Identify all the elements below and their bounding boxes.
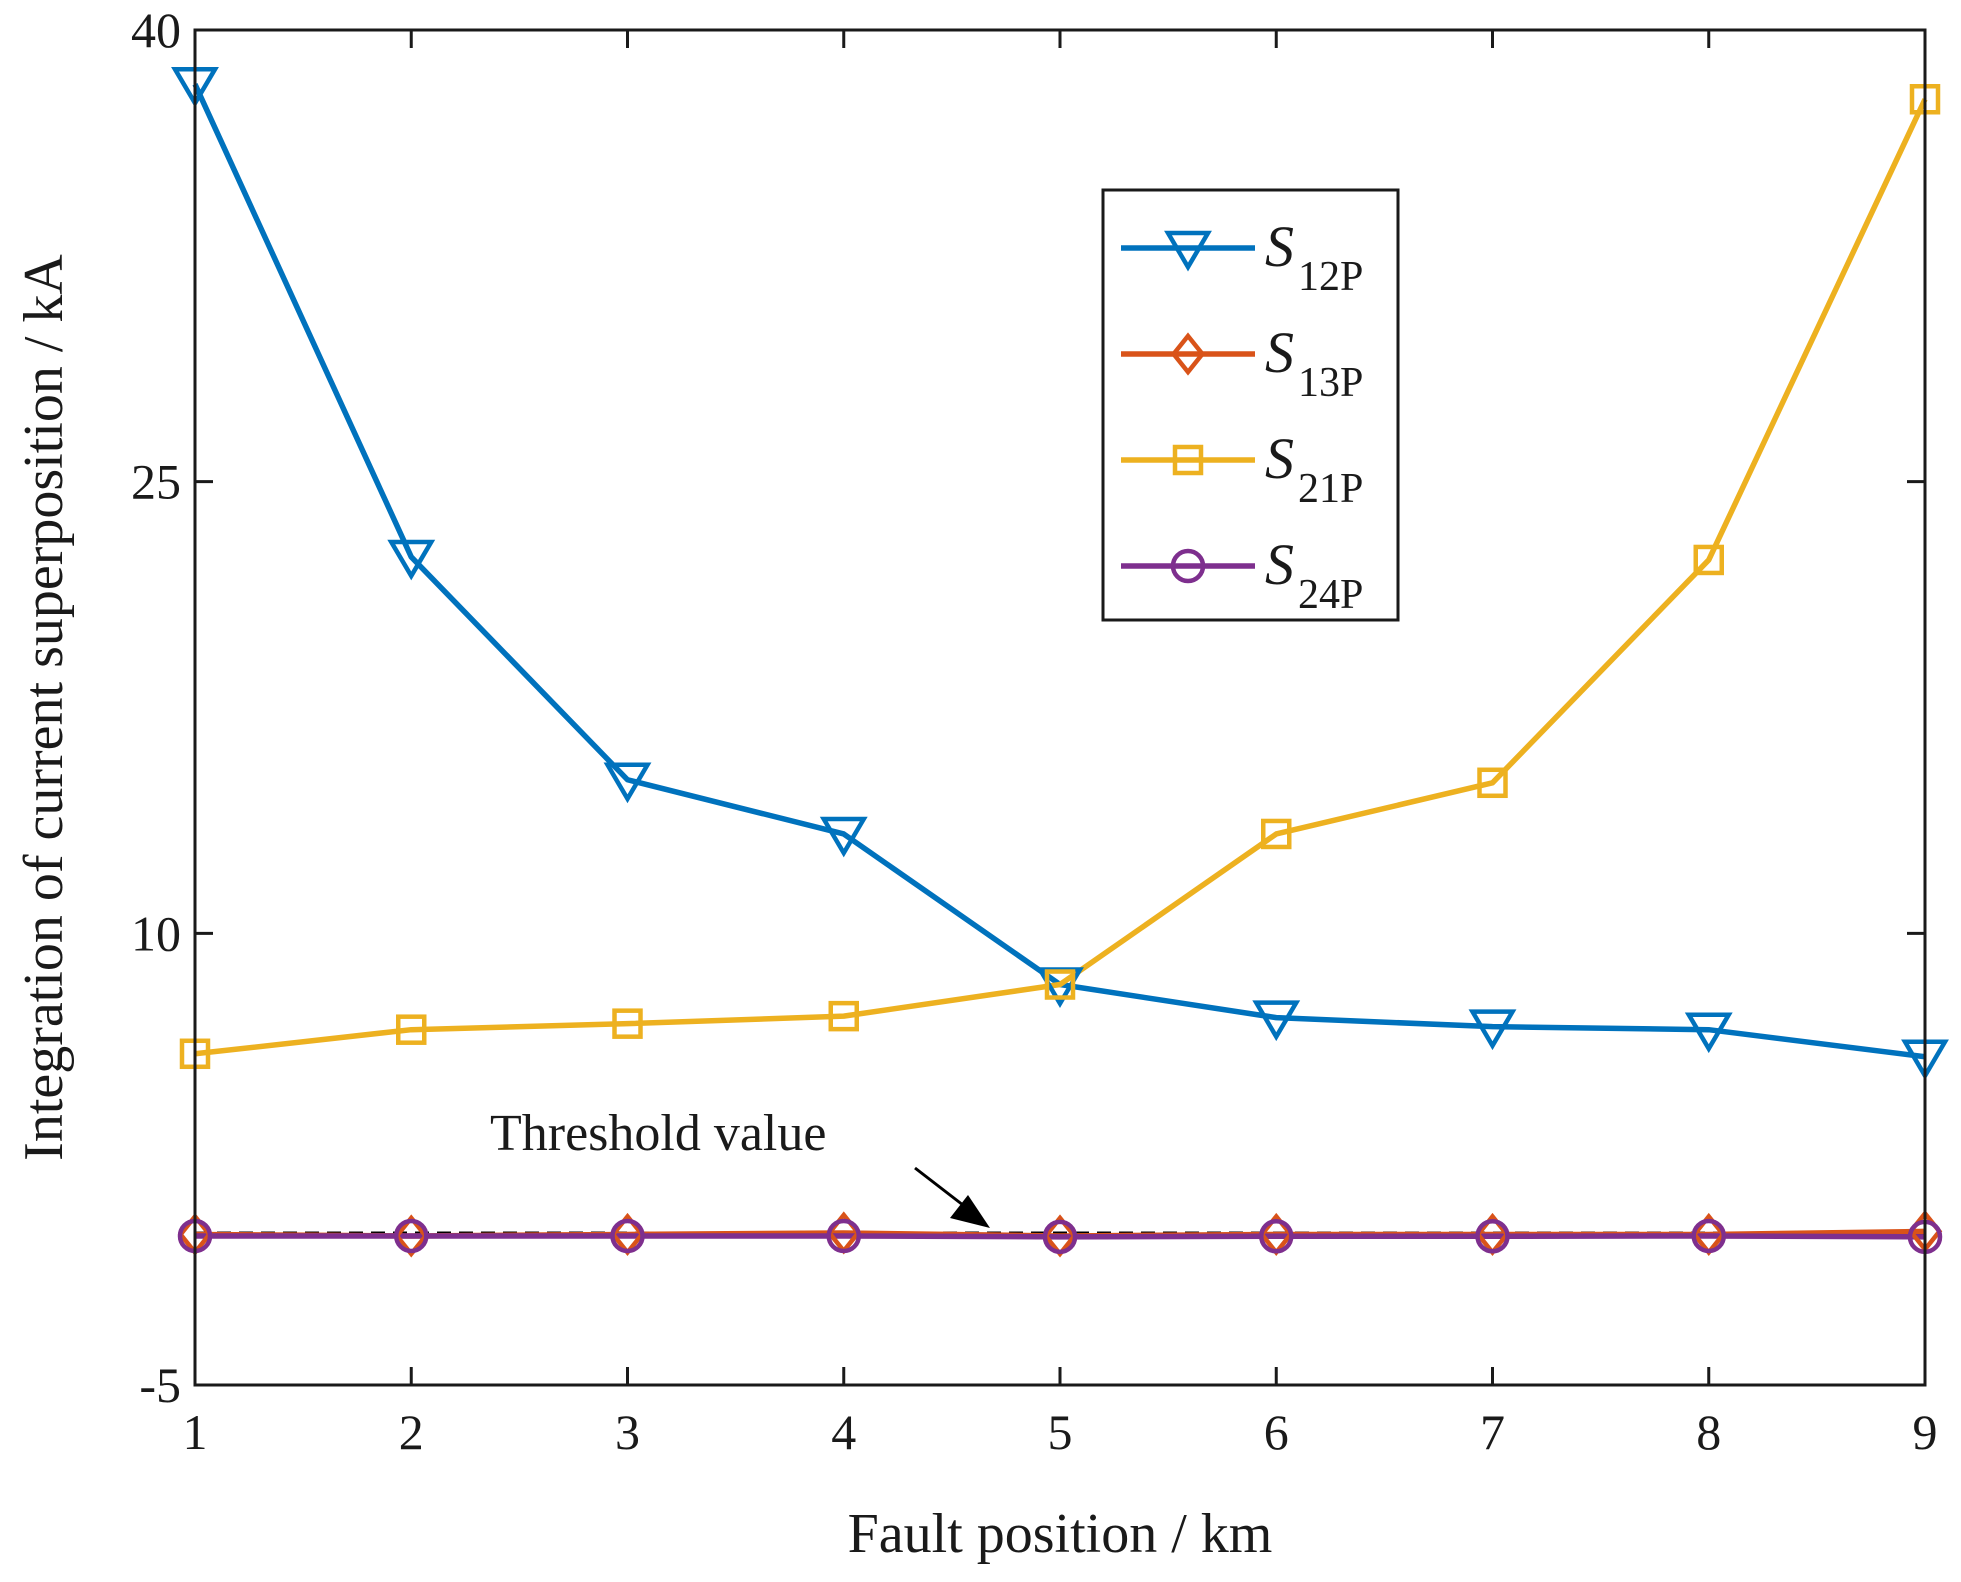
y-tick-label: 25 bbox=[131, 454, 181, 510]
threshold-annotation: Threshold value bbox=[490, 1105, 826, 1162]
data-point-21p bbox=[1693, 544, 1724, 576]
legend-box bbox=[1101, 188, 1400, 622]
x-tick-label: 8 bbox=[1696, 1404, 1721, 1460]
x-tick-label: 5 bbox=[1048, 1404, 1073, 1460]
axis-ticks bbox=[193, 28, 1927, 1387]
y-tick-label: 10 bbox=[131, 905, 181, 961]
legend-marker-13p bbox=[1170, 332, 1206, 376]
data-point-24p bbox=[1691, 1218, 1726, 1254]
y-axis-label: Integration of current superposition / k… bbox=[13, 254, 75, 1161]
data-point-24p bbox=[1259, 1219, 1294, 1254]
x-tick-label: 4 bbox=[831, 1404, 856, 1460]
data-point-21p bbox=[1261, 818, 1292, 850]
data-point-24p bbox=[1475, 1219, 1510, 1254]
y-tick-label: 40 bbox=[131, 2, 181, 58]
threshold-arrow bbox=[914, 1166, 990, 1228]
x-tick-label: 9 bbox=[1913, 1404, 1938, 1460]
legend-subscript: 13P bbox=[1298, 360, 1363, 406]
data-point-12p bbox=[1252, 1000, 1301, 1042]
x-tick-label: 3 bbox=[615, 1404, 640, 1460]
arrow-head bbox=[950, 1195, 990, 1228]
x-tick-label: 2 bbox=[399, 1404, 424, 1460]
data-point-21p bbox=[1477, 767, 1508, 799]
data-point-24p bbox=[394, 1218, 429, 1254]
data-point-12p bbox=[819, 816, 868, 858]
data-point-12p bbox=[1468, 1009, 1517, 1051]
legend-marker-21p bbox=[1172, 444, 1204, 476]
series-line-21p bbox=[194, 98, 1928, 1057]
x-tick-label: 1 bbox=[183, 1404, 208, 1460]
series-line-12p bbox=[192, 83, 1926, 1060]
data-point-12p bbox=[603, 762, 652, 804]
legend-subscript: 24P bbox=[1298, 572, 1363, 618]
plot-frame bbox=[193, 28, 1927, 1387]
legend-subscript: 21P bbox=[1298, 466, 1363, 512]
data-point-13p bbox=[393, 1214, 429, 1258]
data-point-21p bbox=[1044, 969, 1076, 1000]
data-point-21p bbox=[396, 1014, 427, 1045]
x-axis-label: Fault position / km bbox=[848, 1503, 1273, 1565]
data-point-21p bbox=[612, 1008, 643, 1039]
legend-subscript: 12P bbox=[1298, 254, 1363, 300]
tick-labels: 1 2 3 4 5 6 7 8 9 40 25 10 -5 bbox=[131, 2, 1938, 1460]
series-layer bbox=[171, 66, 1949, 1258]
data-point-12p bbox=[387, 539, 436, 581]
data-point-21p bbox=[828, 1000, 859, 1032]
data-point-24p bbox=[826, 1218, 861, 1254]
data-point-12p bbox=[1684, 1012, 1733, 1054]
legend-marker-12p bbox=[1164, 230, 1212, 272]
legend-marker-24p bbox=[1170, 548, 1206, 584]
data-point-24p bbox=[610, 1218, 645, 1254]
y-tick-label: -5 bbox=[139, 1357, 181, 1413]
x-tick-label: 7 bbox=[1480, 1404, 1505, 1460]
x-tick-label: 6 bbox=[1264, 1404, 1289, 1460]
data-point-24p bbox=[1042, 1219, 1078, 1255]
series-line-24p bbox=[195, 1233, 1926, 1240]
